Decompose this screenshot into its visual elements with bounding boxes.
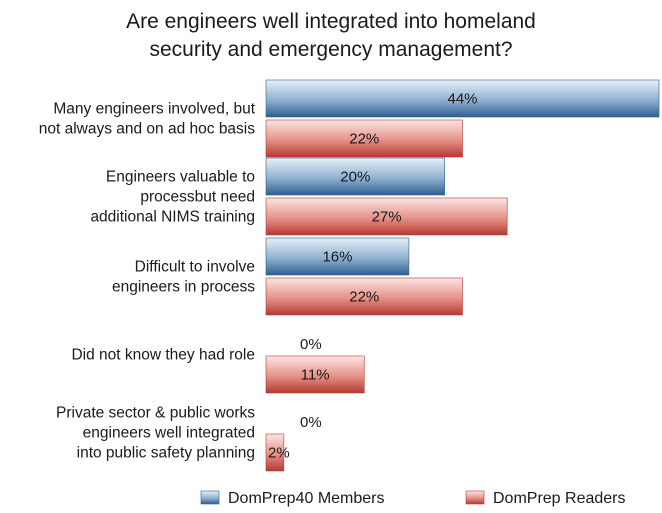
data-label: 0%	[300, 336, 322, 353]
data-label: 0%	[300, 414, 322, 431]
legend-label: DomPrep40 Members	[228, 490, 385, 507]
category-label: Private sector & public works	[56, 405, 255, 422]
data-label: 44%	[447, 91, 477, 108]
legend-label: DomPrep Readers	[493, 490, 626, 507]
bar-members	[265, 157, 445, 196]
chart-title-line: security and emergency management?	[149, 38, 512, 61]
category-label: additional NIMS training	[90, 209, 255, 226]
value-labels: 44% 20% 16% 0% 0% 22% 27% 22% 11% 2%	[268, 91, 478, 462]
bar-readers	[265, 277, 463, 316]
bar-readers	[265, 197, 508, 236]
category-label: not always and on ad hoc basis	[39, 121, 256, 138]
data-label: 16%	[322, 249, 352, 266]
bar-readers	[265, 355, 365, 394]
data-label: 2%	[268, 445, 290, 462]
data-label: 27%	[372, 209, 402, 226]
bar-members	[265, 79, 660, 118]
legend-swatch	[200, 490, 220, 505]
bar-members	[265, 237, 410, 276]
bars	[265, 79, 660, 472]
chart-title-line: Are engineers well integrated into homel…	[126, 10, 536, 33]
data-label: 11%	[301, 367, 330, 384]
data-label: 22%	[349, 289, 379, 306]
category-label: processbut need	[140, 189, 255, 206]
legend-swatch	[465, 490, 485, 505]
category-labels: Many engineers involved, but not always a…	[39, 101, 256, 462]
data-label: 22%	[349, 131, 379, 148]
bar-readers	[265, 433, 285, 472]
data-label: 20%	[340, 169, 370, 186]
category-label: Did not know they had role	[71, 347, 255, 364]
category-label: engineers well integrated	[83, 425, 255, 442]
chart-title: Are engineers well integrated into homel…	[126, 10, 536, 61]
category-label: Engineers valuable to	[106, 169, 255, 186]
legend: DomPrep40 Members DomPrep Readers	[200, 490, 626, 507]
category-label: into public safety planning	[77, 445, 255, 462]
category-label: Difficult to involve	[135, 259, 255, 276]
category-label: Many engineers involved, but	[53, 101, 255, 118]
bar-readers	[265, 119, 463, 158]
category-label: engineers in process	[112, 279, 255, 296]
